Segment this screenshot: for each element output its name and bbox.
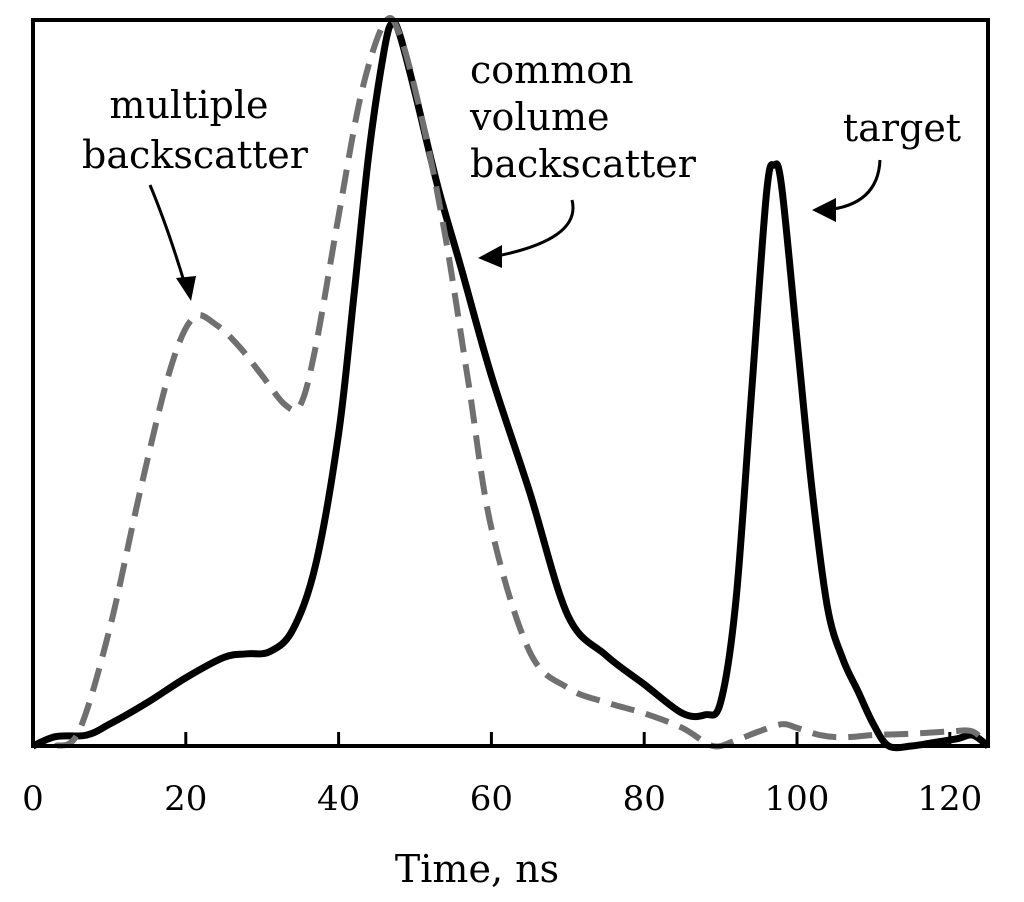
x-tick-label: 40 <box>317 779 360 819</box>
x-tick-label: 100 <box>765 779 830 819</box>
x-tick-label: 80 <box>623 779 666 819</box>
plot-frame <box>31 18 990 748</box>
x-tick-label: 0 <box>22 779 44 819</box>
annotation-common-volume-line-1: common <box>470 48 634 92</box>
arrow-multiple-backscatter <box>148 184 188 289</box>
annotation-common-volume-line-3: backscatter <box>470 142 697 186</box>
arrowhead-target <box>812 198 836 222</box>
x-axis-title: Time, ns <box>395 847 559 891</box>
arrowhead-common-volume-backscatter <box>478 245 502 268</box>
annotation-multiple-backscatter: multiple backscatter <box>82 83 309 177</box>
series-dashed-line <box>54 14 991 750</box>
annotation-multiple-backscatter-line-2: backscatter <box>82 133 309 177</box>
arrowhead-multiple-backscatter <box>176 276 196 301</box>
series-solid-line <box>31 18 991 752</box>
x-axis-ticks: 0 20 40 60 80 100 120 <box>22 732 982 819</box>
annotation-common-volume-line-2: volume <box>469 95 610 139</box>
arrow-common-volume-backscatter <box>491 199 575 259</box>
annotation-target: target <box>843 106 961 150</box>
x-tick-label: 120 <box>917 779 982 819</box>
annotation-common-volume-backscatter: common volume backscatter <box>469 48 697 186</box>
x-tick-label: 60 <box>470 779 513 819</box>
series-layer <box>31 14 991 752</box>
x-tick-label: 20 <box>164 779 207 819</box>
annotation-multiple-backscatter-line-1: multiple <box>109 83 268 127</box>
